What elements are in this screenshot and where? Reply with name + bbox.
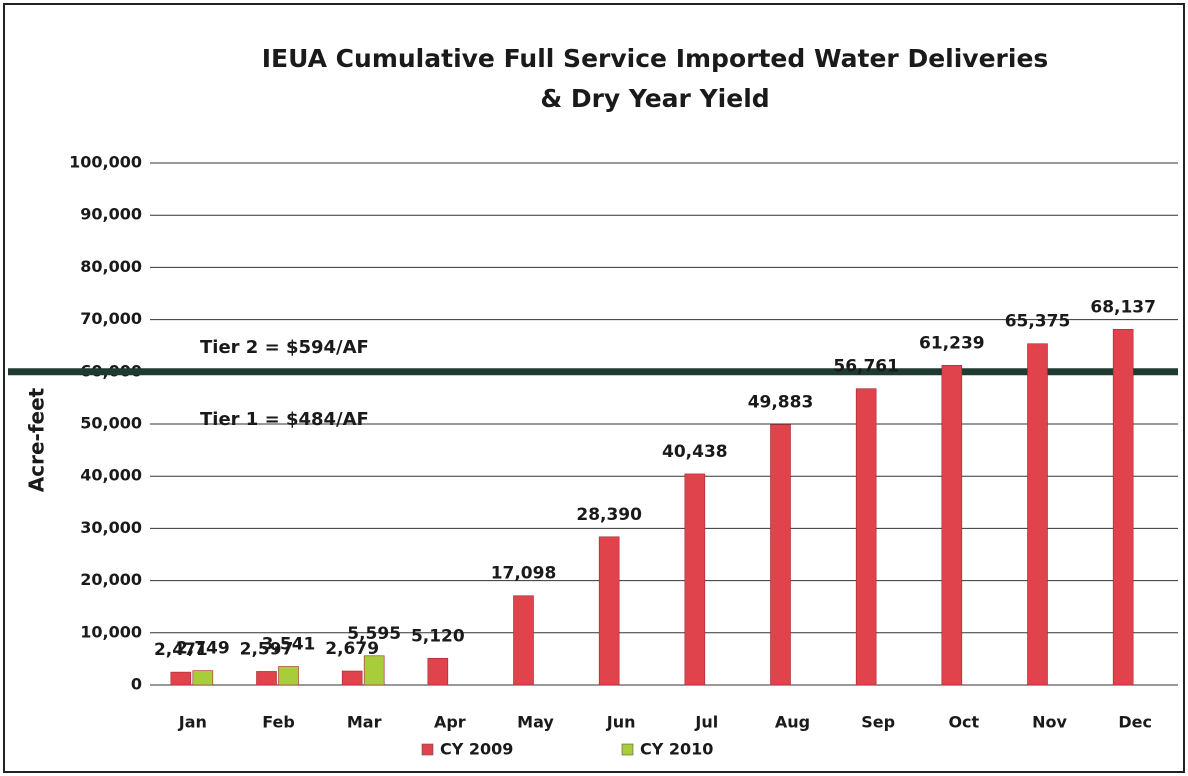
data-label: 17,098: [491, 564, 557, 584]
legend-swatch: [421, 743, 434, 756]
x-tick-label: Jan: [178, 713, 207, 732]
bar: [256, 671, 277, 686]
data-label: 65,375: [1005, 312, 1071, 332]
x-tick-label: Jun: [606, 713, 636, 732]
data-label: 56,761: [833, 357, 899, 377]
bar: [363, 655, 385, 686]
x-tick-label: Feb: [262, 713, 295, 732]
data-label: 2,597: [240, 639, 294, 659]
bar: [278, 666, 299, 686]
y-tick-label: 80,000: [80, 257, 142, 276]
y-tick-label: 30,000: [80, 518, 142, 537]
x-tick-label: Nov: [1032, 713, 1067, 732]
y-tick-label: 100,000: [69, 153, 142, 172]
data-label: 2,679: [325, 639, 379, 659]
y-tick-label: 70,000: [80, 309, 142, 328]
bar: [427, 657, 449, 686]
bar: [170, 671, 192, 686]
y-tick-label: 40,000: [80, 466, 142, 485]
y-tick-label: 10,000: [80, 622, 142, 641]
annotation: Tier 2 = $594/AF: [200, 337, 369, 358]
bar: [770, 424, 791, 686]
bar: [192, 670, 214, 686]
data-label: 2,749: [176, 639, 230, 659]
bar: [513, 595, 534, 686]
bar: [941, 365, 963, 686]
frame: [3, 3, 1185, 773]
annotation: Tier 1 = $484/AF: [200, 409, 369, 430]
y-tick-label: 0: [131, 675, 142, 694]
x-tick-label: Aug: [775, 713, 810, 732]
y-axis-label: Acre-feet: [25, 387, 49, 492]
x-tick-label: Sep: [861, 713, 895, 732]
x-tick-label: Mar: [347, 713, 382, 732]
data-label: 28,390: [576, 505, 642, 525]
x-tick-label: Oct: [948, 713, 979, 732]
x-tick-label: Dec: [1118, 713, 1152, 732]
data-label: 5,595: [347, 624, 401, 644]
data-label: 40,438: [662, 442, 728, 462]
x-tick-label: Apr: [434, 713, 466, 732]
y-tick-label: 90,000: [80, 205, 142, 224]
bar: [684, 473, 706, 686]
data-label: 68,137: [1090, 297, 1156, 317]
bar: [598, 536, 620, 686]
data-label: 61,239: [919, 333, 985, 353]
legend-label: CY 2009: [440, 740, 513, 759]
data-label: 3,541: [262, 635, 316, 655]
data-label: 5,120: [411, 626, 465, 646]
bar: [1027, 343, 1048, 686]
legend-swatch: [621, 743, 634, 756]
chart-title: & Dry Year Yield: [540, 84, 769, 113]
data-label: 49,883: [748, 393, 814, 413]
legend-label: CY 2010: [640, 740, 713, 759]
chart-title: IEUA Cumulative Full Service Imported Wa…: [262, 44, 1049, 73]
bar: [341, 670, 363, 686]
data-label: 2,471: [154, 640, 208, 660]
y-tick-label: 50,000: [80, 414, 142, 433]
bar: [855, 388, 877, 686]
x-tick-label: May: [517, 713, 554, 732]
y-tick-label: 20,000: [80, 570, 142, 589]
bar: [1112, 329, 1134, 686]
x-tick-label: Jul: [694, 713, 718, 732]
